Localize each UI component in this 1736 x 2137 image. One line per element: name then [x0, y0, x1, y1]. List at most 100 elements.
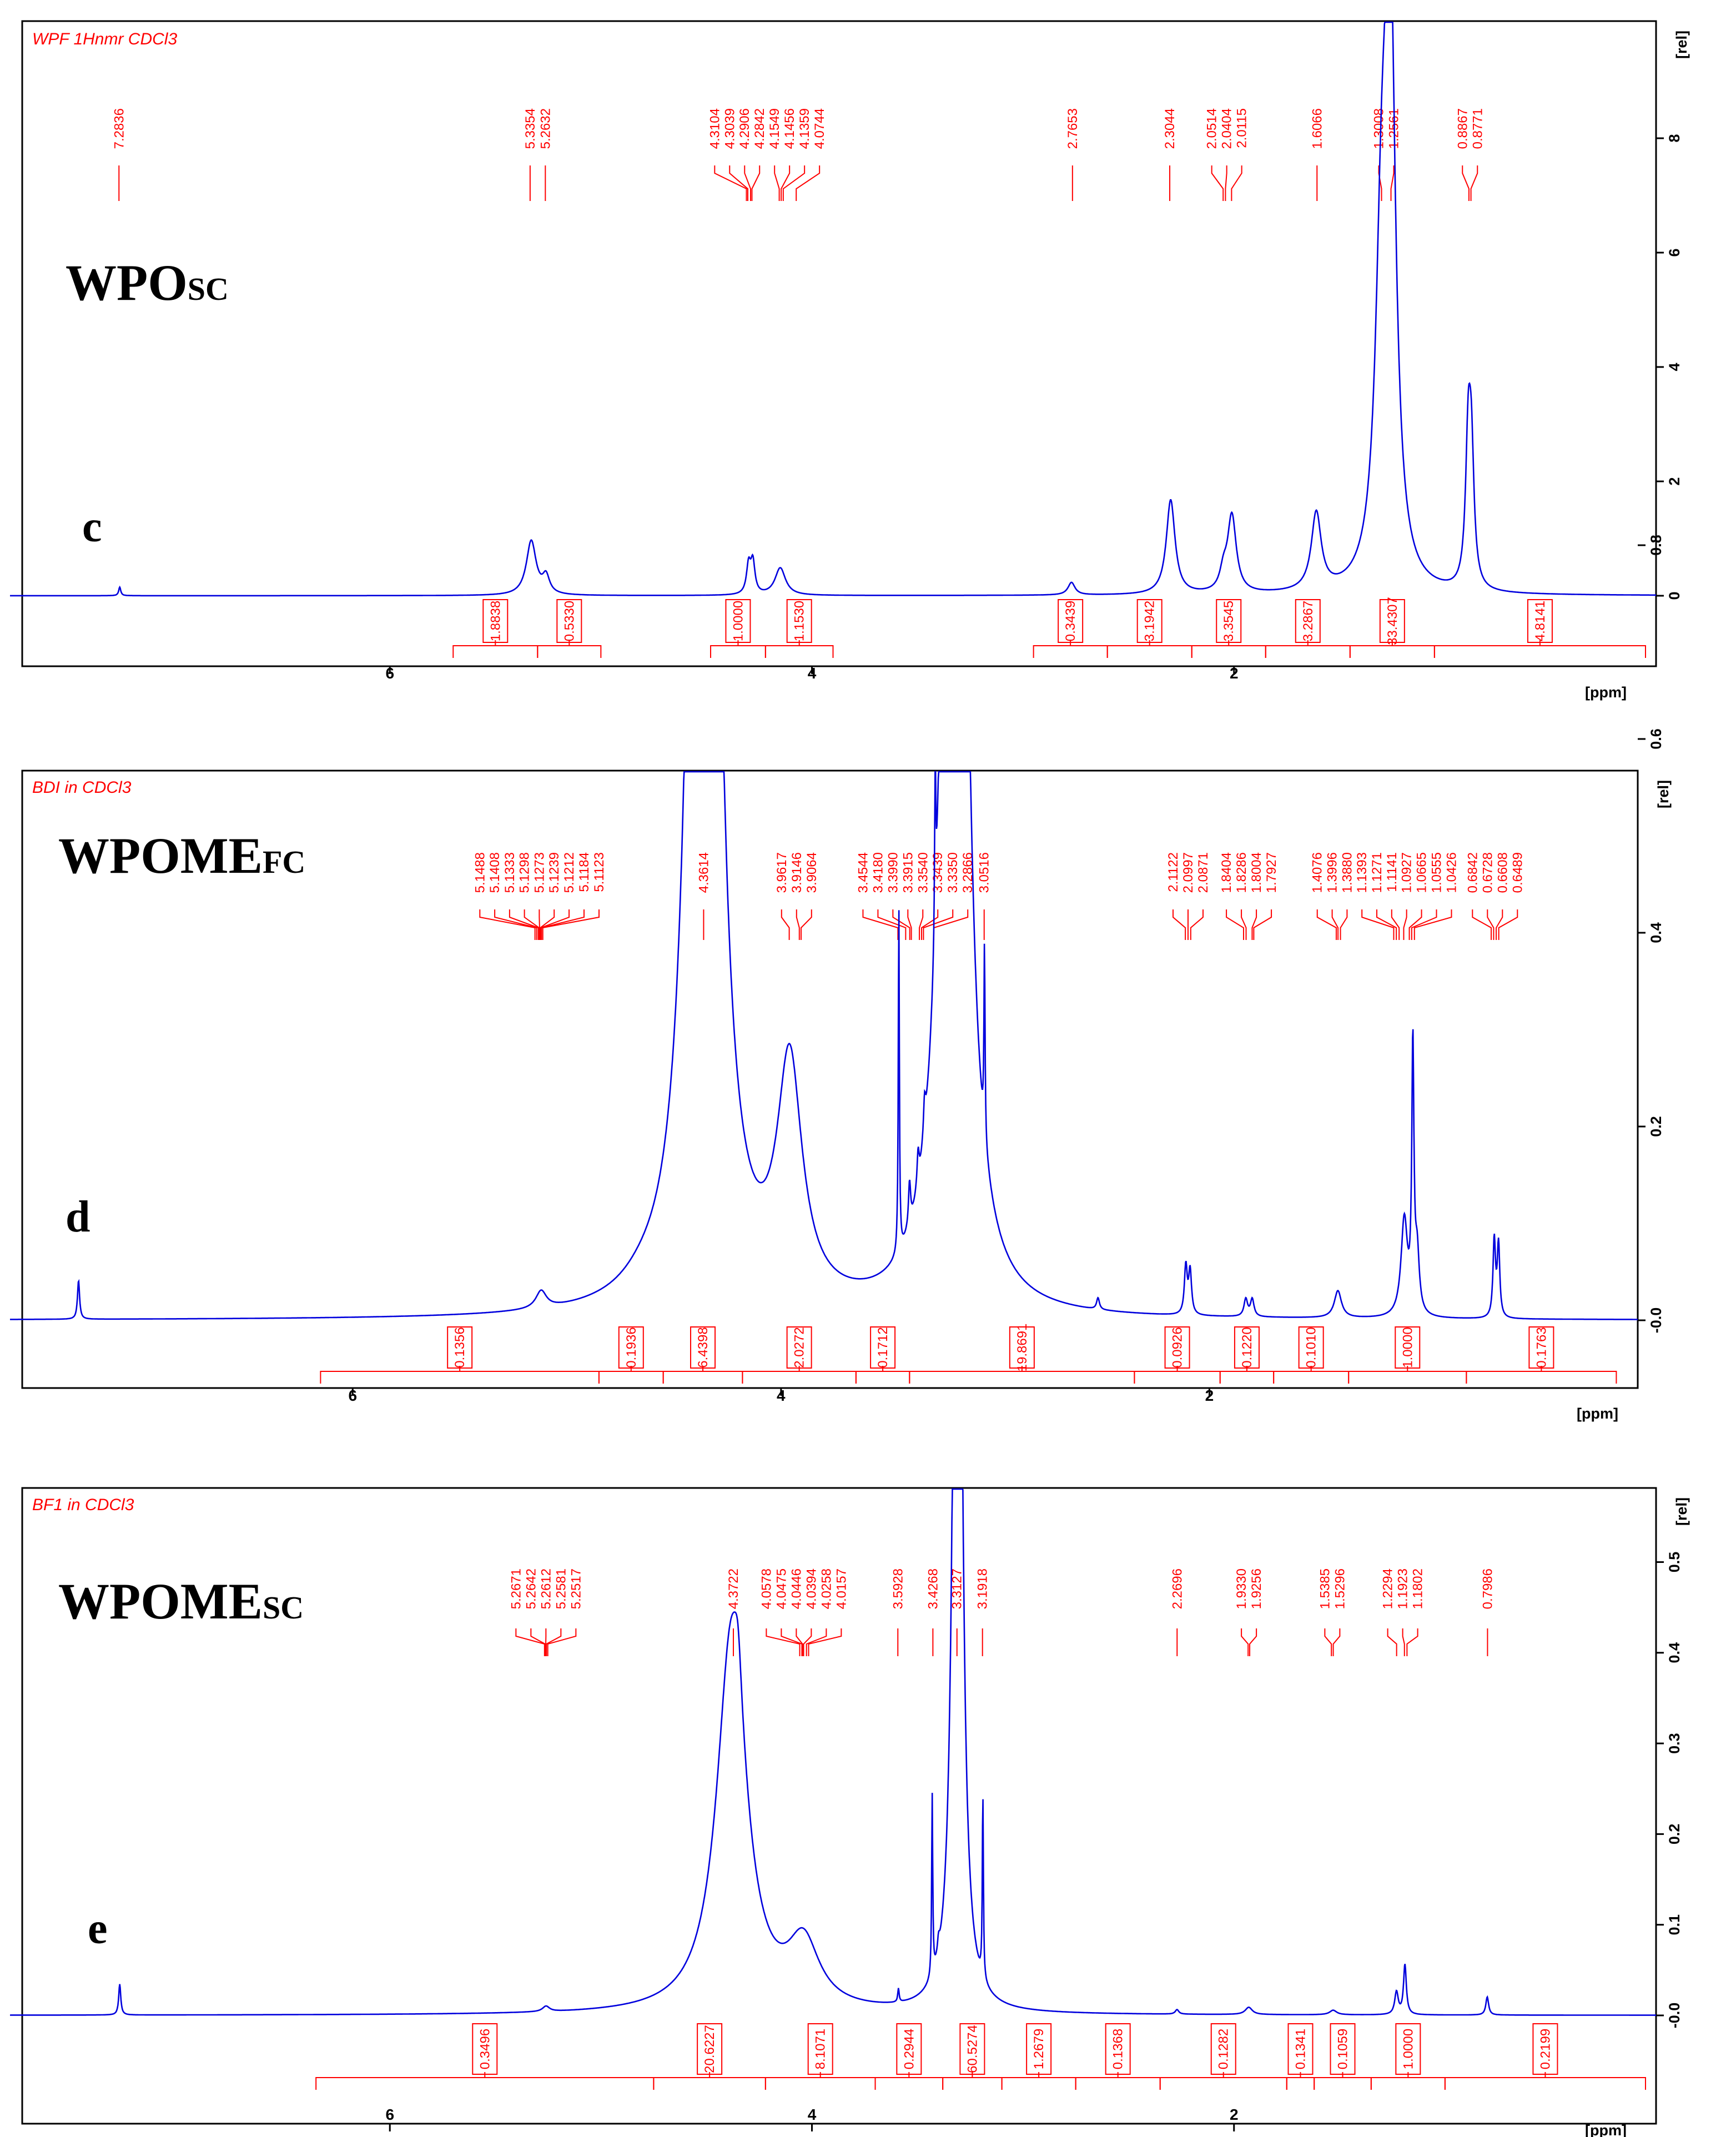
peak-label: 3.9617 [774, 852, 789, 893]
integral-label-box [1287, 2023, 1314, 2075]
peak-label: 3.5928 [890, 1568, 905, 1609]
integral-label: 0.1356 [452, 1327, 467, 1367]
integral-bracket [1106, 645, 1192, 658]
peak-label-connector [1340, 909, 1348, 940]
integral-label: 0.3496 [477, 2029, 492, 2069]
spectrum-line [10, 1488, 1656, 2016]
y-axis-unit: [rel] [1673, 31, 1690, 59]
integral-bracket [855, 1371, 910, 1384]
y-tick-label: 8 [1666, 134, 1683, 142]
integral-bracket [537, 645, 602, 658]
x-tick-label: 2 [1230, 2106, 1239, 2123]
integral-label: 3.3545 [1221, 601, 1236, 641]
integral-label: 1.0000 [731, 601, 746, 641]
peak-label: 2.7653 [1065, 108, 1080, 149]
peak-label: 1.1141 [1385, 852, 1400, 892]
x-tick-label: 6 [348, 1387, 357, 1404]
peak-label: 1.6066 [1310, 108, 1325, 149]
peak-label: 2.0997 [1181, 852, 1196, 893]
y-tick-label: 0.2 [1648, 1116, 1664, 1137]
integral-label-box [807, 2023, 833, 2075]
integral-label: 0.1220 [1240, 1327, 1255, 1367]
spectrum-line [10, 771, 1638, 1320]
peak-label-connector [1190, 909, 1204, 940]
y-tick-label: -0.0 [1666, 2003, 1683, 2029]
x-tick-label: 4 [777, 1387, 786, 1404]
integral-label-box [959, 2023, 985, 2075]
integral-bracket [662, 1371, 743, 1384]
panel-letter: c [82, 502, 102, 551]
integral-bracket [1191, 645, 1266, 658]
peak-label-connector [1498, 909, 1518, 940]
y-tick-label: 0.1 [1666, 1914, 1683, 1935]
integral-label-box [896, 2023, 922, 2075]
x-ticks: 6 4 2 [385, 665, 1238, 682]
peak-label-connector [920, 909, 939, 940]
peak-label: 0.6608 [1495, 852, 1510, 893]
integral-label: 0.1763 [1534, 1327, 1549, 1367]
integral-label: 0.5330 [562, 601, 577, 641]
x-axis-unit: [ppm] [1585, 2122, 1627, 2137]
y-tick-label: 6 [1666, 248, 1683, 257]
y-ticks: 0 2 4 6 8 [1656, 134, 1683, 600]
x-tick-label: 4 [808, 665, 817, 682]
peak-label-connector [808, 1628, 842, 1656]
peak-label: 1.3008 [1372, 108, 1387, 149]
peak-label: 1.1393 [1355, 852, 1370, 893]
integral-label: 0.1059 [1336, 2029, 1351, 2069]
peak-label: 4.1456 [782, 108, 797, 149]
integral-label-box [1136, 599, 1163, 643]
peak-label-connector [774, 165, 780, 201]
peak-label: 4.0578 [759, 1568, 774, 1609]
x-axis-unit: [ppm] [1585, 684, 1627, 701]
integral-label: 0.0926 [1170, 1327, 1185, 1367]
peak-label-connector [1251, 909, 1257, 940]
peak-label-connector [796, 1628, 803, 1656]
peak-label: 3.3439 [930, 852, 945, 893]
peak-label: 1.0555 [1430, 852, 1445, 893]
peak-label: 2.1122 [1166, 852, 1181, 892]
integral-bracket [909, 1371, 1135, 1384]
peak-label: 5.1239 [547, 852, 562, 893]
peak-label: 1.0426 [1445, 852, 1460, 893]
integral-bracket [1370, 2077, 1446, 2090]
integral-label: 3.1942 [1143, 601, 1158, 641]
peak-label-connector [877, 909, 907, 940]
peak-label-connector [1496, 909, 1503, 940]
peak-label: 1.2294 [1381, 1568, 1396, 1609]
panel-letter: e [88, 1904, 108, 1953]
peak-label: 1.4076 [1310, 852, 1325, 893]
integral-label: 2.0272 [792, 1327, 807, 1367]
peak-label: 1.3880 [1340, 852, 1355, 893]
integral-bracket [710, 645, 766, 658]
integral-bracket [764, 645, 834, 658]
peak-label: 3.9064 [804, 852, 819, 893]
peak-label-connector [540, 909, 570, 940]
integral-label: 1.0000 [1401, 2029, 1416, 2069]
peak-label-connector [800, 909, 812, 940]
peak-label: 5.3354 [523, 108, 538, 149]
integral-label: 1.1530 [792, 601, 807, 641]
peak-label-connector [782, 165, 806, 201]
integral-label-box [1058, 599, 1084, 643]
peak-label: 4.3039 [722, 108, 737, 149]
integrals: 0.1356 0.1936 6.4398 2.0272 0.1712 19.8691 0.0… [320, 1324, 1617, 1384]
integral-label: 1.8838 [488, 601, 503, 641]
peak-label: 0.8771 [1470, 108, 1485, 149]
peak-label: 5.2632 [538, 108, 553, 149]
peak-label: 4.0744 [812, 108, 827, 149]
integral-label: 60.5274 [965, 2025, 980, 2073]
peak-label: 1.1802 [1411, 1568, 1426, 1609]
peak-labels: 7.2836 5.3354 5.2632 4.3104 4.3039 4.2906 4.28… [112, 108, 1485, 201]
integral-label-box [482, 599, 509, 643]
integral-label: 33.4307 [1385, 597, 1400, 645]
integrals: 0.3496 20.6227 8.1071 0.2944 60.5274 1.2679 0.… [315, 2023, 1646, 2090]
peak-label-connector [1316, 909, 1337, 940]
integral-label: 20.6227 [702, 2025, 717, 2073]
integral-label-box [1395, 2023, 1421, 2075]
y-tick-label: 0.4 [1666, 1642, 1683, 1663]
y-tick-label: 0.2 [1666, 1824, 1683, 1845]
integral-bracket [653, 2077, 766, 2090]
integral-label-box [1298, 1326, 1324, 1369]
peak-label-connector [892, 909, 910, 940]
